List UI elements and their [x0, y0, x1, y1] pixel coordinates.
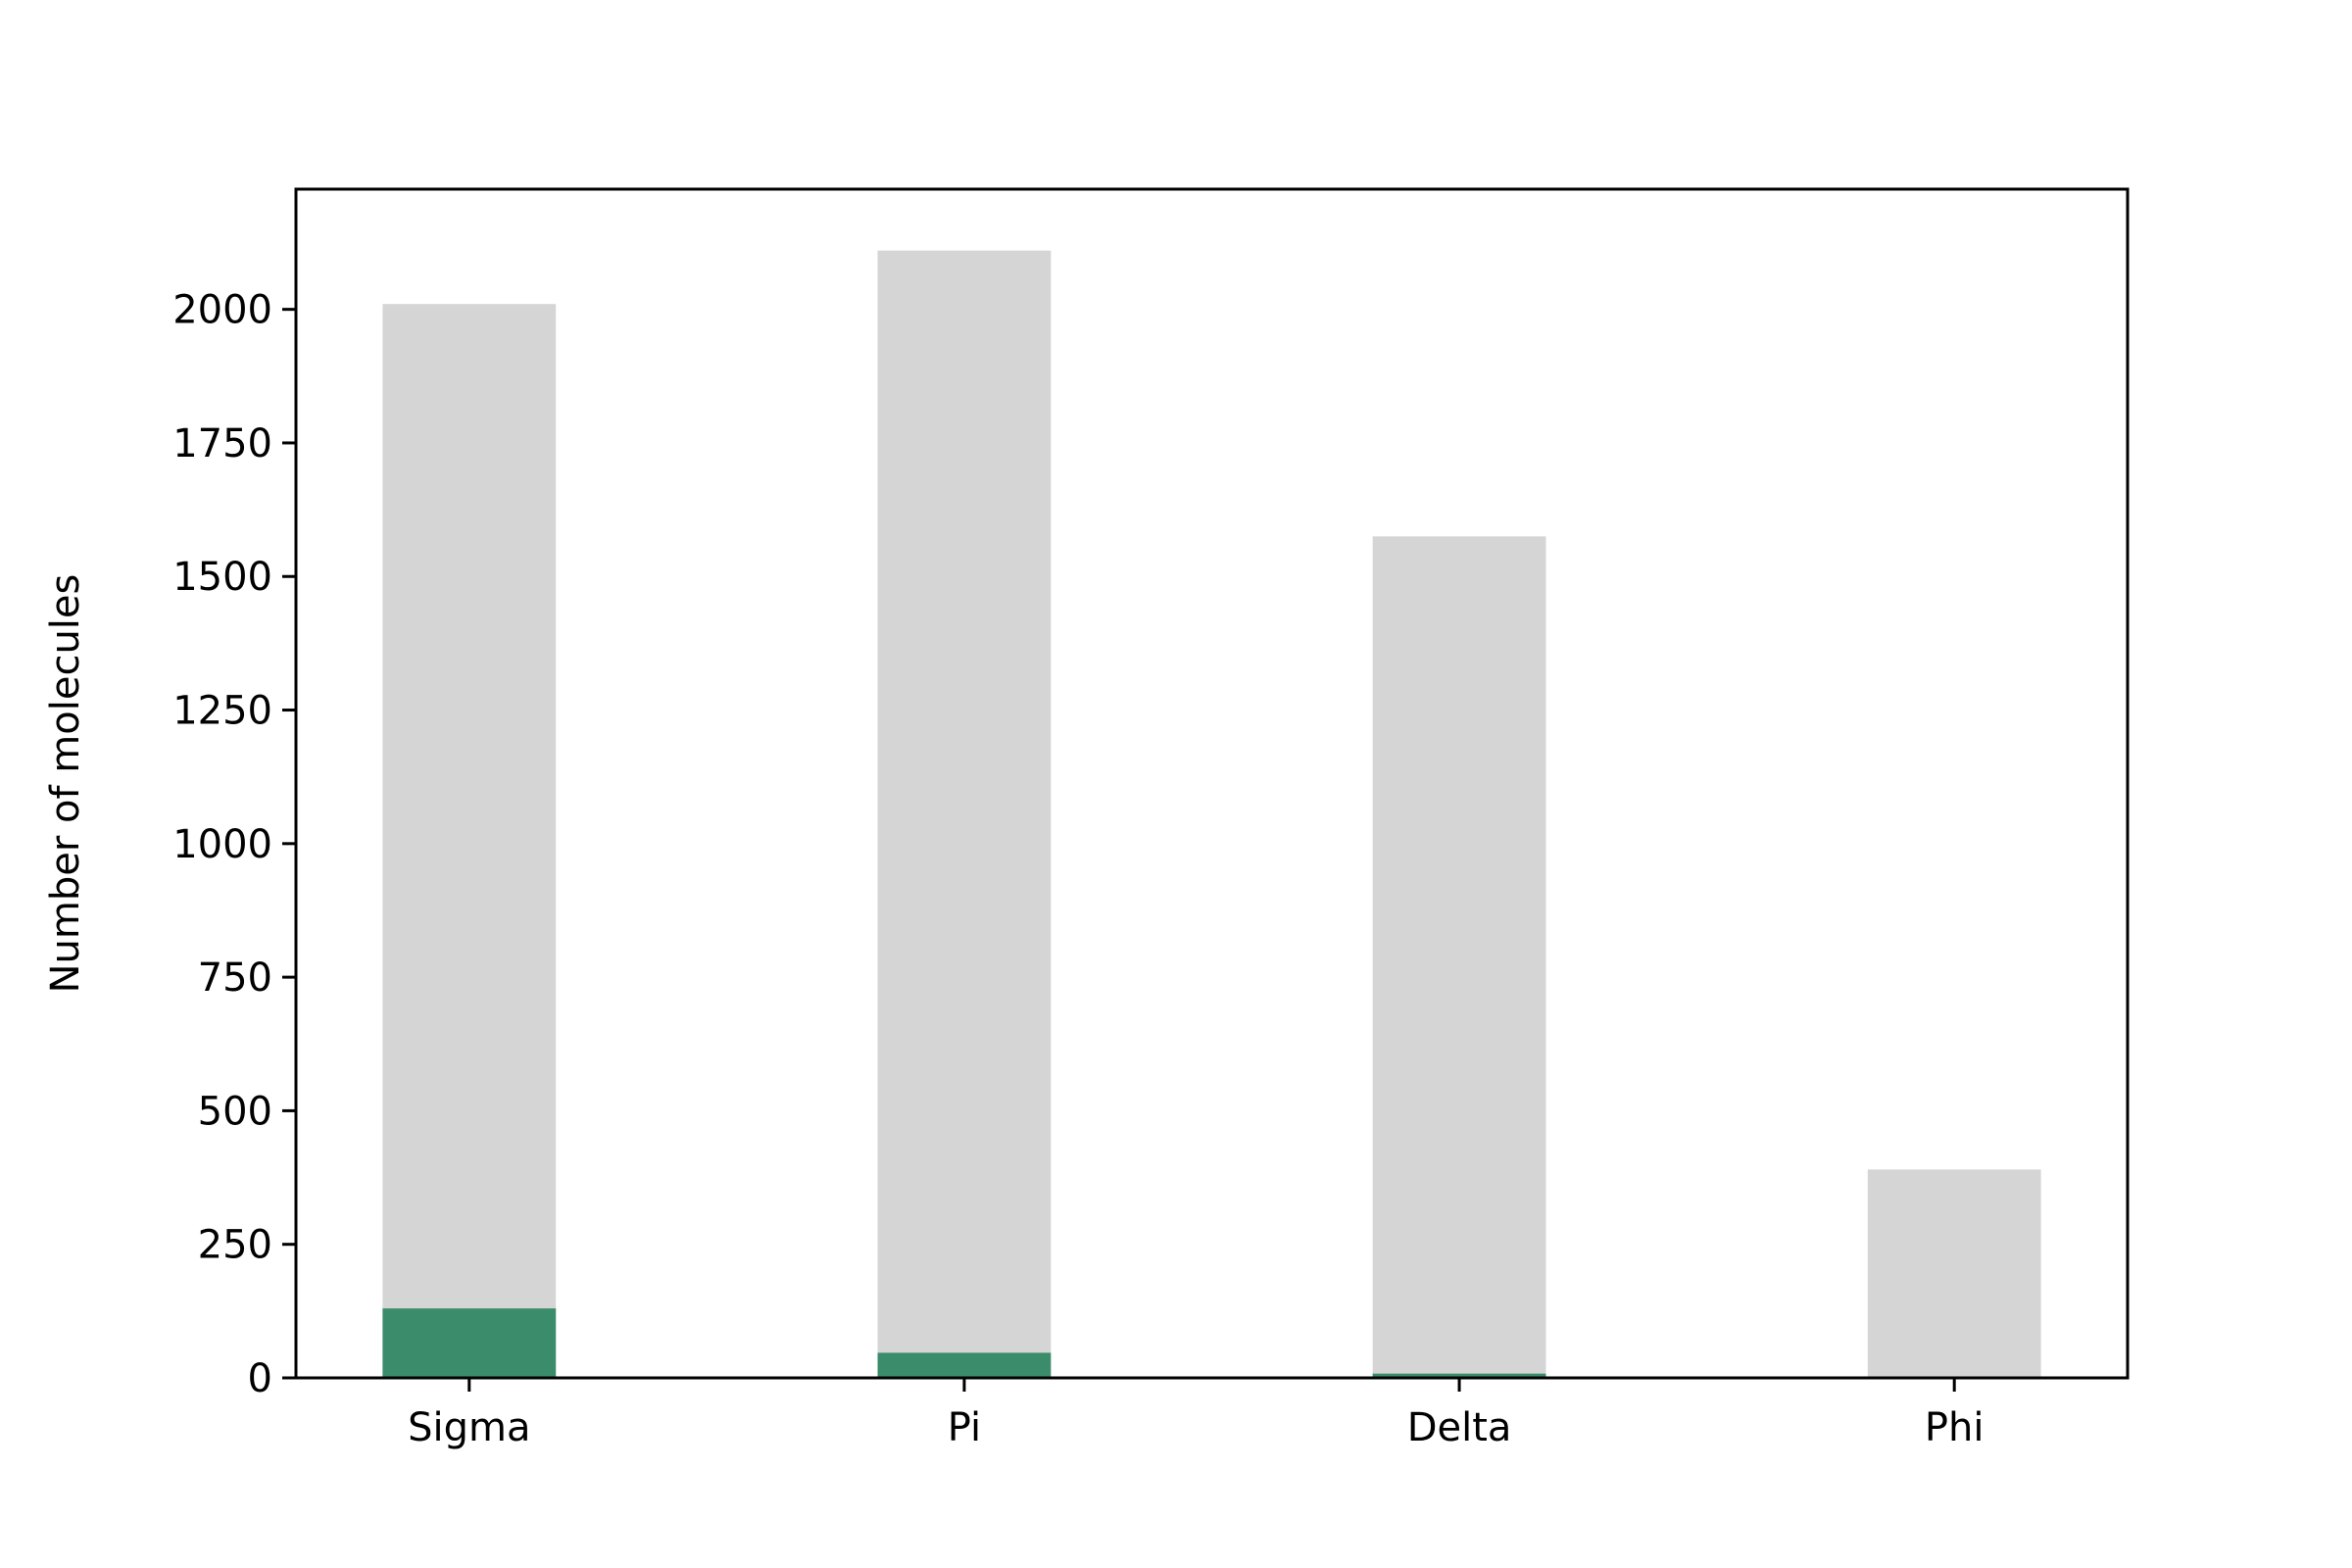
y-tick-label: 250 [198, 1223, 272, 1268]
x-tick-label: Pi [948, 1405, 981, 1450]
x-tick-label: Sigma [408, 1405, 530, 1450]
x-axis-ticks: Sigma Pi Delta Phi [408, 1378, 1984, 1450]
bar-phi-series-1 [1867, 1169, 2041, 1378]
y-tick-label: 1250 [172, 689, 272, 734]
bar-sigma-series-1 [382, 304, 557, 1379]
y-tick-label: 1500 [172, 555, 272, 600]
y-tick-label: 1000 [172, 822, 272, 867]
x-tick-label: Delta [1407, 1405, 1512, 1450]
bar-pi-series-1 [877, 250, 1052, 1379]
y-tick-label: 2000 [172, 288, 272, 333]
y-tick-label: 500 [198, 1089, 272, 1134]
x-tick-label: Phi [1925, 1405, 1984, 1450]
y-tick-label: 0 [248, 1356, 272, 1401]
y-axis-label: Number of molecules [43, 574, 88, 994]
y-tick-label: 750 [198, 956, 272, 1001]
bars-layer [382, 250, 2041, 1379]
bar-sigma-series-2 [382, 1308, 557, 1378]
plot-frame [294, 187, 2130, 1380]
y-tick-label: 1750 [172, 421, 272, 466]
bar-delta-series-2 [1372, 1373, 1546, 1378]
bar-delta-series-1 [1372, 536, 1546, 1378]
y-axis-ticks: 0 250 500 750 1000 1250 1500 1750 2000 [172, 288, 296, 1401]
bar-pi-series-2 [877, 1352, 1052, 1378]
